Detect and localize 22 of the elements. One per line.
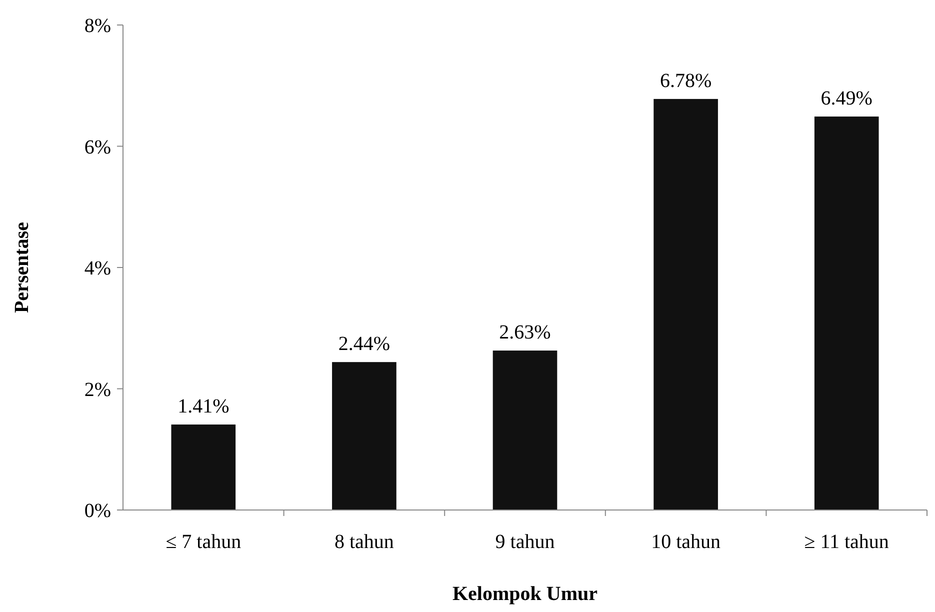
y-tick-label: 8%	[84, 15, 111, 37]
y-tick-label: 6%	[84, 136, 111, 158]
data-label: 6.49%	[820, 88, 872, 110]
data-label: 6.78%	[660, 70, 712, 92]
x-axis-title: Kelompok Umur	[452, 583, 598, 605]
bar	[654, 98, 718, 510]
x-tick-label: 10 tahun	[651, 531, 721, 553]
bar	[492, 350, 558, 510]
bar	[171, 424, 236, 510]
x-tick-label: 8 tahun	[334, 531, 394, 553]
x-tick-label: ≥ 11 tahun	[804, 531, 889, 553]
y-axis-title: Persentase	[11, 222, 33, 314]
data-label: 2.44%	[338, 333, 390, 356]
y-tick-label: 2%	[84, 378, 111, 401]
bar	[332, 362, 396, 510]
y-tick-label: 4%	[84, 258, 111, 280]
data-label: 1.41%	[178, 396, 230, 418]
x-tick-label: 9 tahun	[495, 531, 555, 553]
bar	[814, 116, 879, 510]
y-tick-label: 0%	[84, 500, 111, 522]
data-label: 2.63%	[499, 322, 551, 344]
x-tick-label: ≤ 7 tahun	[166, 531, 242, 553]
